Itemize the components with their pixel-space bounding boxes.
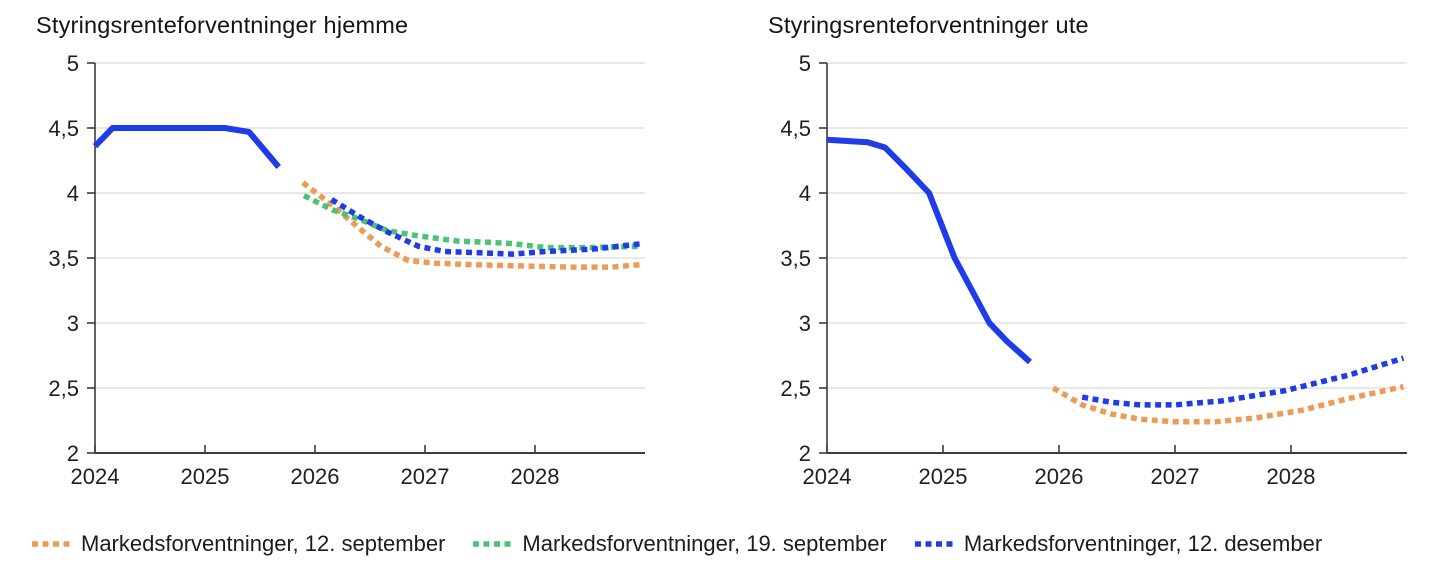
y-tick-label: 3 <box>799 311 811 336</box>
y-tick-label: 4,5 <box>780 116 811 141</box>
legend: Markedsforventninger, 12. september Mark… <box>30 531 1322 557</box>
legend-label: Markedsforventninger, 12. desember <box>963 531 1323 556</box>
dotted-line-swatch-green <box>473 541 516 547</box>
dotted-line-swatch-orange <box>32 541 74 547</box>
y-tick-label: 2 <box>67 441 79 466</box>
series-markedsforventninger-12-desember-dotted-line <box>1081 355 1405 408</box>
x-tick-label: 2025 <box>181 464 230 489</box>
y-tick-label: 4 <box>799 181 811 206</box>
y-tick-label: 3,5 <box>780 246 811 271</box>
series-solid-line-solid-line <box>826 136 1033 365</box>
chart-title-left: Styringsrenteforventninger hjemme <box>36 12 409 38</box>
series-solid-line-solid-line <box>92 125 281 169</box>
x-tick-label: 2026 <box>291 464 340 489</box>
dotted-line-swatch-blue <box>914 541 957 547</box>
x-tick-label: 2025 <box>919 464 968 489</box>
y-tick-label: 3 <box>67 311 79 336</box>
x-tick-label: 2028 <box>511 464 560 489</box>
legend-label: Markedsforventninger, 12. september <box>81 531 446 556</box>
chart-plot-ute: 2 2,5 3 3,5 4 4,5 5 2024 2025 2026 2027 2028 <box>780 51 1407 489</box>
series-markedsforventninger-19-september-dotted-line <box>302 193 642 251</box>
y-tick-label: 5 <box>67 51 79 76</box>
series-markedsforventninger-12-september-dotted-line <box>301 180 642 270</box>
x-tick-label: 2027 <box>1151 464 1200 489</box>
y-tick-label: 4 <box>67 181 79 206</box>
x-tick-label: 2026 <box>1035 464 1084 489</box>
legend-item-12-desember: Markedsforventninger, 12. desember <box>913 531 1322 557</box>
x-tick-label: 2024 <box>803 464 852 489</box>
legend-label: Markedsforventninger, 19. september <box>522 531 887 556</box>
y-tick-label: 3,5 <box>48 246 79 271</box>
y-tick-label: 4,5 <box>48 116 79 141</box>
series-markedsforventninger-12-september-dotted-line <box>1051 384 1405 425</box>
x-tick-label: 2024 <box>71 464 120 489</box>
x-tick-label: 2028 <box>1267 464 1316 489</box>
y-tick-label: 5 <box>799 51 811 76</box>
chart-plot-hjemme: 2 2,5 3 3,5 4 4,5 5 2024 2025 2026 2027 2028 <box>48 51 645 489</box>
y-tick-label: 2,5 <box>780 376 811 401</box>
legend-item-19-september: Markedsforventninger, 19. september <box>471 531 887 557</box>
chart-title-right: Styringsrenteforventninger ute <box>768 12 1089 38</box>
y-tick-label: 2,5 <box>48 376 79 401</box>
y-tick-label: 2 <box>799 441 811 466</box>
legend-item-12-september: Markedsforventninger, 12. september <box>30 531 445 557</box>
x-tick-label: 2027 <box>401 464 450 489</box>
